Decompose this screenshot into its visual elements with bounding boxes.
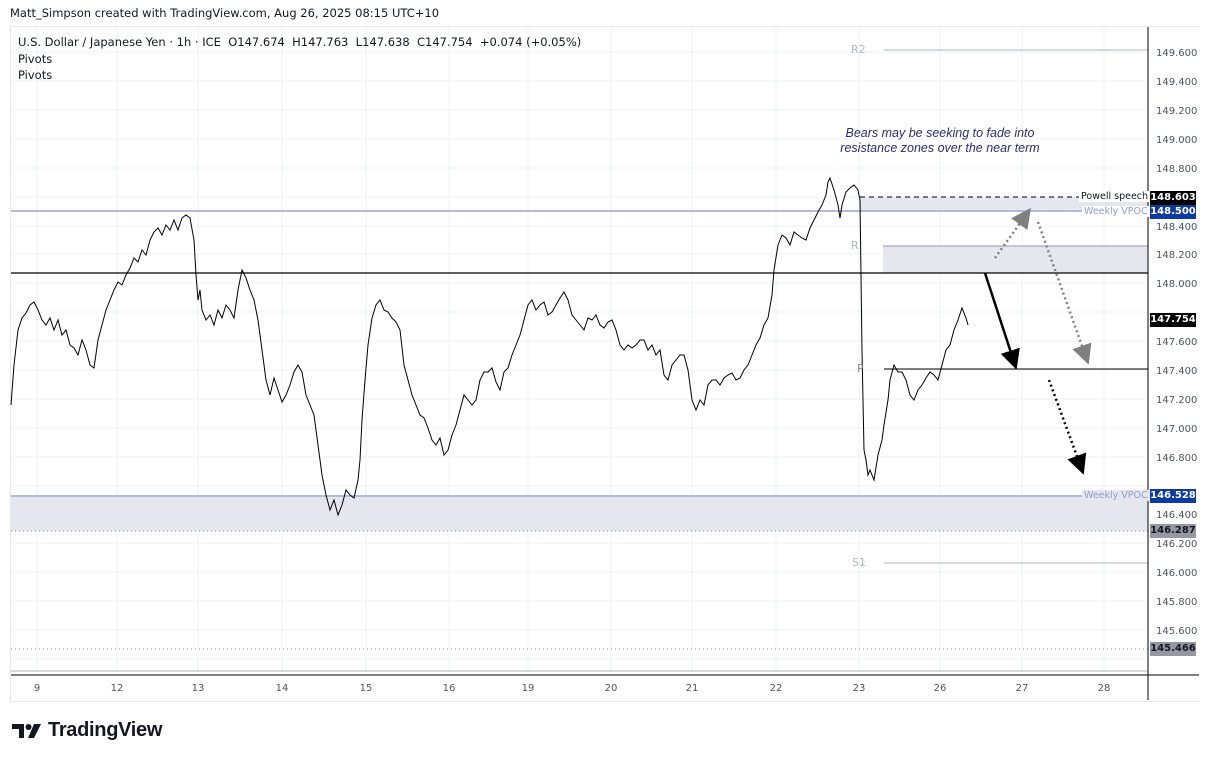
svg-text:147.600: 147.600 — [1156, 337, 1197, 348]
svg-text:19: 19 — [522, 683, 535, 694]
svg-text:149.400: 149.400 — [1156, 77, 1197, 88]
pivot-s1-label: S1 — [852, 556, 866, 569]
symbol-ohlc-row[interactable]: U.S. Dollar / Japanese Yen · 1h · ICE O1… — [18, 34, 581, 51]
lower-vpoc-zone — [11, 496, 1148, 531]
lower-vpoc-price-tag: 146.528 — [1150, 489, 1196, 503]
candlestick-series — [10, 176, 969, 517]
svg-text:148.200: 148.200 — [1156, 250, 1197, 261]
dotted-down-arrow-lower — [1047, 379, 1087, 475]
svg-text:147.400: 147.400 — [1156, 366, 1197, 377]
svg-text:146.800: 146.800 — [1156, 453, 1197, 464]
svg-text:149.600: 149.600 — [1156, 48, 1197, 59]
last-price-tag: 147.754 — [1150, 313, 1196, 327]
svg-text:14: 14 — [276, 683, 289, 694]
svg-text:148.000: 148.000 — [1156, 279, 1197, 290]
bearish-annotation[interactable]: Bears may be seeking to fade into resist… — [820, 126, 1060, 156]
close-value: 147.754 — [425, 35, 473, 49]
svg-text:9: 9 — [34, 683, 40, 694]
tradingview-logo-icon — [12, 723, 41, 738]
svg-text:148.800: 148.800 — [1156, 164, 1197, 175]
tradingview-logo[interactable]: TradingView — [12, 719, 162, 742]
svg-text:27: 27 — [1016, 683, 1029, 694]
solid-down-arrow — [983, 272, 1020, 370]
dotted-down-arrow-upper — [1036, 221, 1092, 365]
powell-vpoc-zone — [860, 197, 1148, 212]
powell-price-tag: 148.603 — [1150, 191, 1196, 205]
svg-text:12: 12 — [111, 683, 124, 694]
high-value: 147.763 — [300, 35, 349, 49]
tradingview-logo-text: TradingView — [48, 719, 163, 741]
svg-text:145.800: 145.800 — [1156, 597, 1197, 608]
open-value: 147.674 — [237, 35, 285, 49]
upper-vpoc-price-tag: 148.500 — [1150, 205, 1196, 219]
symbol-title[interactable]: U.S. Dollar / Japanese Yen · 1h · ICE — [18, 35, 221, 49]
time-axis-labels: 9 12 13 14 15 16 19 20 21 22 23 26 27 28 — [34, 683, 1111, 694]
low-level-price-tag: 145.466 — [1150, 642, 1196, 656]
upper-vpoc-label: Weekly VPOC — [1082, 206, 1150, 217]
indicator-pivots-2[interactable]: Pivots — [18, 68, 53, 82]
close-label: C — [416, 35, 425, 49]
svg-text:145.600: 145.600 — [1156, 626, 1197, 637]
svg-text:21: 21 — [686, 683, 699, 694]
price-axis-labels: 149.600 149.400 149.200 149.000 148.800 148… — [1156, 48, 1197, 637]
svg-text:16: 16 — [443, 683, 456, 694]
pivot-r1-label: R — [851, 239, 859, 252]
indicator-pivots-1[interactable]: Pivots — [18, 51, 53, 66]
svg-text:15: 15 — [360, 683, 373, 694]
svg-text:23: 23 — [853, 683, 866, 694]
vertical-gridlines — [36, 27, 1105, 672]
powell-speech-label: Powell speech — [1079, 191, 1151, 202]
svg-text:26: 26 — [934, 683, 947, 694]
svg-text:147.000: 147.000 — [1156, 424, 1197, 435]
chart-frame — [10, 26, 1200, 702]
svg-text:13: 13 — [192, 683, 205, 694]
low-label: L — [355, 35, 363, 49]
svg-text:22: 22 — [770, 683, 783, 694]
annotation-line-2: resistance zones over the near term — [840, 141, 1040, 155]
svg-text:28: 28 — [1098, 683, 1111, 694]
zone-low-price-tag: 146.287 — [1150, 524, 1196, 538]
chart-legend: U.S. Dollar / Japanese Yen · 1h · ICE O1… — [18, 34, 581, 84]
svg-text:149.200: 149.200 — [1156, 106, 1197, 117]
svg-text:146.400: 146.400 — [1156, 510, 1197, 521]
svg-text:146.200: 146.200 — [1156, 539, 1197, 550]
open-label: O — [228, 35, 238, 49]
pivot-r2-label: R2 — [851, 43, 866, 56]
svg-text:147.200: 147.200 — [1156, 395, 1197, 406]
svg-text:146.000: 146.000 — [1156, 568, 1197, 579]
annotation-line-1: Bears may be seeking to fade into — [845, 126, 1035, 140]
low-value: 147.638 — [362, 35, 410, 49]
pivot-p-label: P — [857, 362, 864, 375]
svg-text:148.400: 148.400 — [1156, 222, 1197, 233]
change-value: +0.074 (+0.05%) — [479, 35, 582, 49]
chart-credit: Matt_Simpson created with TradingView.co… — [10, 6, 440, 20]
svg-text:20: 20 — [605, 683, 618, 694]
high-label: H — [292, 35, 301, 49]
lower-vpoc-label: Weekly VPOC — [1082, 490, 1150, 501]
svg-text:149.000: 149.000 — [1156, 135, 1197, 146]
r1-resistance-zone — [883, 246, 1148, 273]
